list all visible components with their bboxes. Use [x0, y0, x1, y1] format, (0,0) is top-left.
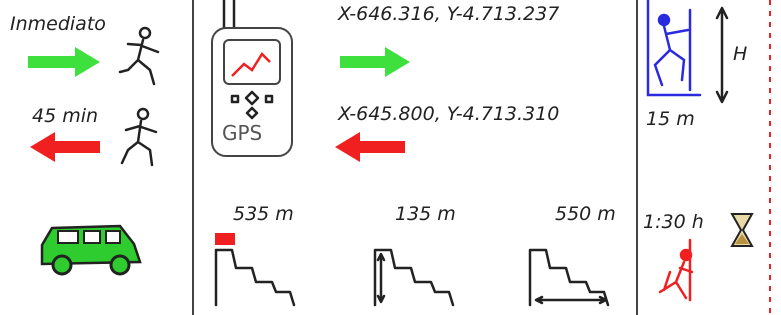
- height-arrow: [717, 8, 727, 102]
- height-arrow: [717, 8, 727, 102]
- end-coordinates: X-645.800, Y-4.713.310: [337, 103, 559, 125]
- green-arrow: [340, 47, 410, 77]
- rappel-icon: [681, 250, 691, 260]
- gps-device: [224, 0, 234, 30]
- profile-icon: [216, 250, 294, 305]
- profile-icon: [378, 254, 384, 302]
- profile-icon: [530, 250, 608, 305]
- profile-icon: [216, 250, 294, 305]
- profile-icon: [536, 297, 606, 303]
- car-icon: [58, 231, 78, 243]
- green-arrow: [340, 47, 410, 77]
- rappel-icon: [659, 15, 669, 25]
- walker-icon: [122, 109, 156, 165]
- return-time: 45 min: [32, 105, 98, 127]
- car-icon: [106, 231, 120, 243]
- car-icon: [42, 226, 140, 274]
- walker-icon: [120, 28, 158, 84]
- green-arrow: [28, 47, 100, 77]
- red-arrow: [335, 132, 405, 162]
- height-label: H: [733, 43, 747, 65]
- gps-label: GPS: [222, 121, 262, 145]
- duration: 1:30 h: [643, 211, 704, 233]
- car-icon: [53, 256, 71, 274]
- red-arrow: [335, 132, 405, 162]
- rappel-icon: [660, 262, 692, 298]
- gps-device: [224, 40, 280, 84]
- profile-icon: [375, 250, 453, 305]
- rappel-icon: [655, 26, 688, 85]
- access-panel: Inmediato 45 min GPS X-646.316, Y-4.713.…: [0, 0, 781, 315]
- red-arrow: [30, 132, 100, 162]
- start-coordinates: X-646.316, Y-4.713.237: [337, 3, 559, 25]
- walker-icon: [122, 121, 156, 165]
- rappel-icon: [648, 0, 700, 95]
- rappel-icon: [648, 0, 700, 95]
- walker-icon: [140, 28, 150, 38]
- walker-icon: [120, 40, 158, 84]
- hourglass-icon: [732, 214, 752, 246]
- profile-icon: [375, 250, 453, 305]
- approach-time: Inmediato: [10, 13, 106, 35]
- car-icon: [111, 256, 129, 274]
- length-value: 535 m: [233, 203, 294, 225]
- green-arrow: [28, 47, 100, 77]
- rappel-max: 15 m: [646, 108, 695, 130]
- red-arrow: [30, 132, 100, 162]
- rappel-icon: [660, 240, 692, 300]
- car-icon: [84, 231, 100, 243]
- walker-icon: [138, 109, 148, 119]
- page: Inmediato 45 min GPS X-646.316, Y-4.713.…: [0, 0, 781, 315]
- horizontal-value: 550 m: [555, 203, 616, 225]
- start-marker: [215, 233, 235, 245]
- drop-value: 135 m: [395, 203, 456, 225]
